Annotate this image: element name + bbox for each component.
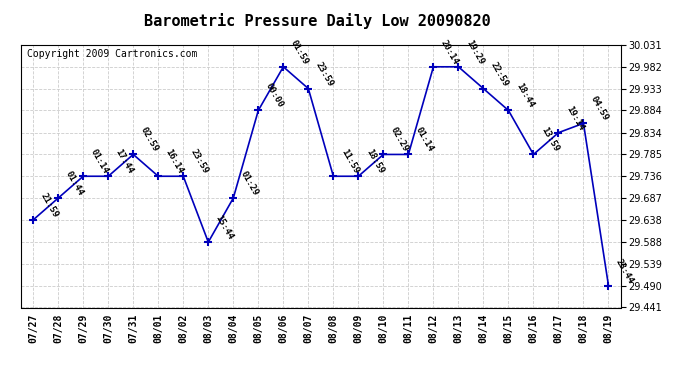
- Text: 23:44: 23:44: [614, 257, 635, 285]
- Text: 23:59: 23:59: [314, 60, 335, 88]
- Text: 13:59: 13:59: [539, 126, 560, 154]
- Text: 01:29: 01:29: [239, 170, 260, 197]
- Text: 17:44: 17:44: [114, 148, 135, 176]
- Text: Copyright 2009 Cartronics.com: Copyright 2009 Cartronics.com: [27, 49, 197, 59]
- Text: Barometric Pressure Daily Low 20090820: Barometric Pressure Daily Low 20090820: [144, 13, 491, 29]
- Text: 19:14: 19:14: [564, 104, 585, 132]
- Text: 11:59: 11:59: [339, 148, 360, 176]
- Text: 18:44: 18:44: [514, 82, 535, 110]
- Text: 00:00: 00:00: [264, 82, 285, 110]
- Text: 22:59: 22:59: [489, 60, 510, 88]
- Text: 04:59: 04:59: [589, 95, 610, 123]
- Text: 18:59: 18:59: [364, 148, 385, 176]
- Text: 02:59: 02:59: [139, 126, 160, 154]
- Text: 21:59: 21:59: [39, 191, 60, 219]
- Text: 20:14: 20:14: [439, 38, 460, 66]
- Text: 01:59: 01:59: [289, 38, 310, 66]
- Text: 02:29: 02:29: [389, 126, 410, 154]
- Text: 19:29: 19:29: [464, 38, 485, 66]
- Text: 01:14: 01:14: [89, 148, 110, 176]
- Text: 16:14: 16:14: [164, 148, 185, 176]
- Text: 23:59: 23:59: [189, 148, 210, 176]
- Text: 01:14: 01:14: [414, 126, 435, 154]
- Text: 15:44: 15:44: [214, 213, 235, 242]
- Text: 01:44: 01:44: [63, 170, 85, 197]
